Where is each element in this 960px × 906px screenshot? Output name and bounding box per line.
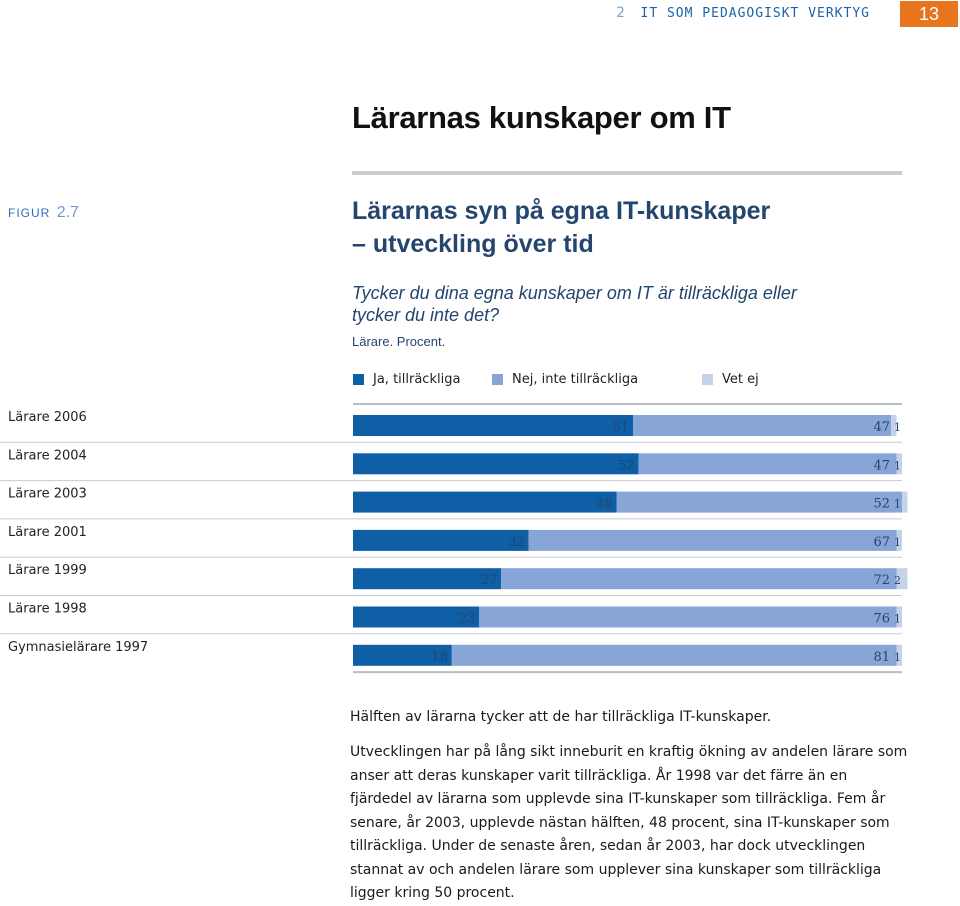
value-label-vet-ej: 1 <box>894 498 901 511</box>
category-label: Lärare 2003 <box>8 487 87 502</box>
value-label-ja: 27 <box>481 573 498 588</box>
figure-question: Tycker du dina egna kunskaper om IT är t… <box>352 283 797 325</box>
bar-segment-3 <box>896 568 908 590</box>
page-number: 13 <box>900 1 958 27</box>
bar-segment-1 <box>353 415 633 436</box>
value-label-ja: 23 <box>459 612 476 627</box>
category-label: Lärare 2004 <box>8 448 87 463</box>
bar-segment-1 <box>353 453 639 475</box>
bar-segment-1 <box>353 529 529 551</box>
legend-label-vet-ej: Vet ej <box>722 372 759 387</box>
category-label: Lärare 1998 <box>8 602 87 617</box>
legend-swatch-vet-ej <box>702 374 713 385</box>
bar-segment-1 <box>353 568 502 590</box>
bar-segment-2 <box>616 491 902 513</box>
value-label-nej: 47 <box>873 458 890 473</box>
value-label-vet-ej: 1 <box>894 421 901 434</box>
legend-label-nej: Nej, inte tillräckliga <box>512 372 639 387</box>
category-label: Lärare 1999 <box>8 563 87 578</box>
figure-note: Lärare. Procent. <box>352 334 446 349</box>
category-label: Gymnasielärare 1997 <box>8 640 148 655</box>
bar-segment-3 <box>896 606 902 628</box>
value-label-nej: 52 <box>873 497 890 512</box>
bar-segment-2 <box>479 606 897 628</box>
legend-swatch-nej <box>492 374 503 385</box>
body-paragraph: Utvecklingen har på lång sikt inneburit … <box>350 744 908 901</box>
legend-swatch-ja <box>353 374 364 385</box>
chart-legend: Ja, tillräckliga Nej, inte tillräckliga … <box>0 372 960 388</box>
figure-title-line-1: Lärarnas syn på egna IT-kunskaper <box>352 197 771 225</box>
value-label-vet-ej: 2 <box>894 574 901 587</box>
value-label-ja: 48 <box>596 497 613 512</box>
value-label-vet-ej: 1 <box>894 613 901 626</box>
running-head: 2 IT SOM PEDAGOGISKT VERKTYG <box>616 5 870 21</box>
bar-segment-3 <box>891 415 897 436</box>
figure-title: Lärarnas syn på egna IT-kunskaper – utve… <box>352 195 872 261</box>
bar-segment-3 <box>896 453 902 475</box>
section-title: Lärarnas kunskaper om IT <box>352 100 731 135</box>
stacked-bar-chart: Lärare 2006 51 47 1 Lärare 2004 52 47 1 Lärare 2… <box>0 403 908 674</box>
bar-segment-2 <box>451 644 897 666</box>
figure-label-word: FIGUR <box>8 206 51 220</box>
bar-segment-1 <box>353 491 617 513</box>
category-label: Lärare 2006 <box>8 410 87 425</box>
bar-segment-1 <box>353 644 452 666</box>
lead-paragraph: Hälften av lärarna tycker att de har til… <box>350 709 772 725</box>
legend-item-vet-ej: Vet ej <box>702 372 759 387</box>
legend-item-ja: Ja, tillräckliga <box>353 372 460 387</box>
bar-segment-2 <box>632 415 892 436</box>
figure-top-rule <box>352 171 902 175</box>
value-label-nej: 72 <box>873 573 890 588</box>
chapter-number: 2 <box>616 5 626 21</box>
category-label: Lärare 2001 <box>8 525 87 540</box>
figure-number: 2.7 <box>56 204 79 221</box>
bar-segment-3 <box>896 644 902 666</box>
legend-item-nej: Nej, inte tillräckliga <box>492 372 638 387</box>
value-label-ja: 51 <box>612 420 629 435</box>
value-label-vet-ej: 1 <box>894 651 901 664</box>
value-label-ja: 32 <box>508 535 525 550</box>
value-label-vet-ej: 1 <box>894 536 901 549</box>
bar-segment-3 <box>902 491 908 513</box>
bar-segment-2 <box>638 453 897 475</box>
figure-label: FIGUR 2.7 <box>8 204 79 222</box>
value-label-ja: 52 <box>618 458 635 473</box>
bar-segment-1 <box>353 606 480 628</box>
value-label-nej: 76 <box>873 612 890 627</box>
value-label-nej: 47 <box>873 420 890 435</box>
legend-label-ja: Ja, tillräckliga <box>373 372 461 387</box>
value-label-ja: 18 <box>431 650 448 665</box>
bar-segment-2 <box>528 529 897 551</box>
chapter-title: IT SOM PEDAGOGISKT VERKTYG <box>640 6 870 21</box>
value-label-nej: 81 <box>873 650 890 665</box>
bar-segment-3 <box>896 529 902 551</box>
bar-segment-2 <box>501 568 897 590</box>
figure-title-line-2: – utveckling över tid <box>352 230 594 258</box>
value-label-nej: 67 <box>873 535 890 550</box>
value-label-vet-ej: 1 <box>894 459 901 472</box>
